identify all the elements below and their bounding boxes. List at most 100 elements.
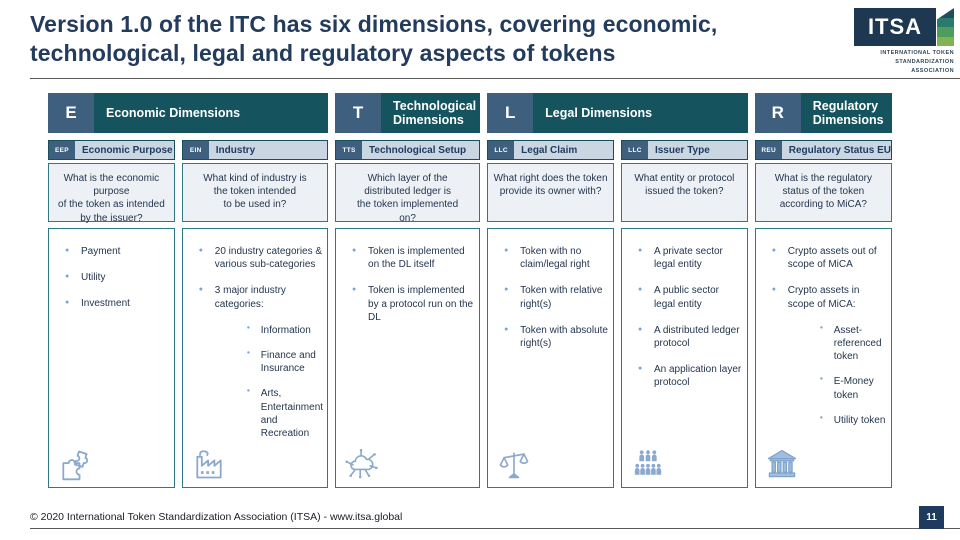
column-subheader: TTS Technological Setup: [335, 140, 481, 160]
scales-icon: [496, 446, 532, 482]
dimensions-grid: E Economic Dimensions T Technological Dimen…: [48, 93, 892, 488]
dimension-letter-badge: T: [335, 93, 382, 133]
dimension-group-header-r: R Regulatory Dimensions: [754, 93, 892, 133]
column-content-box: 20 industry categories & various sub-cat…: [181, 228, 329, 488]
footer-copyright: © 2020 International Token Standardizati…: [30, 511, 403, 523]
column-bullet-list: Crypto assets out of scope of MiCA Crypto…: [764, 245, 887, 427]
dimension-letter-badge: R: [754, 93, 801, 133]
page-number: 11: [919, 506, 944, 529]
column-question-box: What right does the token provide its ow…: [487, 163, 614, 222]
itsa-logo-stripe: [937, 8, 954, 46]
footer-divider: [30, 528, 960, 529]
bullet-item: Token is implemented by a protocol run o…: [344, 284, 475, 324]
bullet-item: Token is implemented on the DL itself: [344, 245, 475, 271]
itsa-logo-mark: ITSA: [854, 8, 954, 46]
puzzle-icon: [57, 446, 93, 482]
sub-bullet-item: Utility token: [818, 414, 887, 427]
column-code-badge: REU: [755, 141, 782, 159]
bullet-item: Token with absolute right(s): [496, 324, 609, 350]
dimension-column-6: REU Regulatory Status EU What is the regul…: [754, 140, 892, 488]
bullet-item: Token with relative right(s): [496, 284, 609, 310]
column-question-box: What kind of industry is the token inten…: [181, 163, 329, 222]
column-question-box: What is the regulatory status of the tok…: [754, 163, 892, 222]
column-content-box: Token is implemented on the DL itself Tok…: [335, 228, 481, 488]
sub-bullet-list: Information Finance and Insurance Arts, En…: [245, 324, 323, 440]
column-content-box: Token with no claim/legal right Token wit…: [487, 228, 614, 488]
column-name-label: Technological Setup: [369, 144, 467, 156]
dimension-group-header-t: T Technological Dimensions: [335, 93, 481, 133]
bullet-item: Utility: [57, 271, 170, 284]
sub-bullet-item: E-Money token: [818, 375, 887, 401]
column-bullet-list: 20 industry categories & various sub-cat…: [191, 245, 323, 440]
page-title: Version 1.0 of the ITC has six dimension…: [30, 11, 718, 67]
logo-stripe-segment: [937, 17, 954, 27]
bullet-item: Investment: [57, 297, 170, 310]
column-code-badge: EIN: [182, 141, 209, 159]
sub-bullet-item: Asset-referenced token: [818, 324, 887, 364]
column-question-box: What is the economic purpose of the toke…: [48, 163, 175, 224]
column-code-badge: LLC: [488, 141, 515, 159]
column-name-label: Issuer Type: [654, 144, 710, 156]
dimension-group-header-l: L Legal Dimensions: [487, 93, 748, 133]
sub-bullet-list: Asset-referenced token E-Money token Utili…: [818, 324, 887, 427]
logo-stripe-segment: [937, 27, 954, 37]
column-name-label: Legal Claim: [521, 144, 578, 156]
bullet-item: 3 major industry categories:InformationF…: [191, 284, 323, 440]
itsa-logo-acronym: ITSA: [854, 8, 936, 46]
column-subheader: EIN Industry: [181, 140, 329, 160]
column-name-label: Economic Purpose: [82, 144, 173, 156]
dimension-group-header-e: E Economic Dimensions: [48, 93, 329, 133]
column-question-box: Which layer of the distributed ledger is…: [335, 163, 481, 224]
itsa-logo-subtitle: INTERNATIONAL TOKEN STANDARDIZATION ASSOCI…: [880, 50, 954, 74]
bullet-item: Token with no claim/legal right: [496, 245, 609, 271]
column-bullet-list: A private sector legal entity A public se…: [630, 245, 743, 390]
column-content-box: A private sector legal entity A public se…: [620, 228, 748, 488]
bullet-item: Crypto assets out of scope of MiCA: [764, 245, 887, 271]
dimension-column-4: LLC Legal Claim What right does the token …: [487, 140, 614, 488]
dimension-column-2: EIN Industry What kind of industry is the …: [181, 140, 329, 488]
dimension-column-5: LLC Issuer Type What entity or protocol is…: [620, 140, 748, 488]
bullet-item: A public sector legal entity: [630, 284, 743, 310]
dimension-column-1: EEP Economic Purpose What is the economic …: [48, 140, 175, 488]
dimension-column-3: TTS Technological Setup Which layer of the…: [335, 140, 481, 488]
sub-bullet-item: Information: [245, 324, 323, 337]
people-group-icon: [630, 446, 666, 482]
cloud-network-icon: [344, 446, 380, 482]
column-code-badge: LLC: [621, 141, 648, 159]
column-subheader: LLC Legal Claim: [487, 140, 614, 160]
dimension-letter-badge: L: [487, 93, 534, 133]
sub-bullet-item: Arts, Entertainment and Recreation: [245, 387, 323, 440]
dimension-group-label: Economic Dimensions: [106, 105, 241, 120]
column-bullet-list: Token is implemented on the DL itself Tok…: [344, 245, 475, 324]
column-content-box: Payment Utility Investment: [48, 228, 175, 488]
dimension-group-label: Regulatory Dimensions: [812, 98, 884, 127]
column-content-box: Crypto assets out of scope of MiCA Crypto…: [754, 228, 892, 488]
logo-stripe-segment: [937, 8, 954, 18]
column-name-label: Industry: [215, 144, 256, 156]
column-bullet-list: Payment Utility Investment: [57, 245, 170, 311]
column-question-box: What entity or protocol issued the token…: [620, 163, 748, 222]
dimension-group-label: Legal Dimensions: [545, 105, 653, 120]
bullet-item: Crypto assets in scope of MiCA:Asset-ref…: [764, 284, 887, 427]
column-bullet-list: Token with no claim/legal right Token wit…: [496, 245, 609, 350]
dimension-letter-badge: E: [48, 93, 94, 133]
column-subheader: REU Regulatory Status EU: [754, 140, 892, 160]
sub-bullet-item: Finance and Insurance: [245, 349, 323, 375]
title-divider: [30, 78, 960, 79]
column-code-badge: EEP: [49, 141, 75, 159]
column-name-label: Regulatory Status EU: [788, 144, 891, 156]
logo-stripe-segment: [937, 36, 954, 46]
column-subheader: EEP Economic Purpose: [48, 140, 175, 160]
bullet-item: 20 industry categories & various sub-cat…: [191, 245, 323, 271]
bank-icon: [764, 446, 800, 482]
column-code-badge: TTS: [336, 141, 363, 159]
dimension-group-label: Technological Dimensions: [393, 98, 477, 127]
column-subheader: LLC Issuer Type: [620, 140, 748, 160]
itsa-logo: ITSA INTERNATIONAL TOKEN STANDARDIZATION A…: [854, 8, 954, 75]
bullet-item: Payment: [57, 245, 170, 258]
bullet-item: A distributed ledger protocol: [630, 324, 743, 350]
factory-icon: [191, 446, 227, 482]
bullet-item: An application layer protocol: [630, 363, 743, 389]
bullet-item: A private sector legal entity: [630, 245, 743, 271]
